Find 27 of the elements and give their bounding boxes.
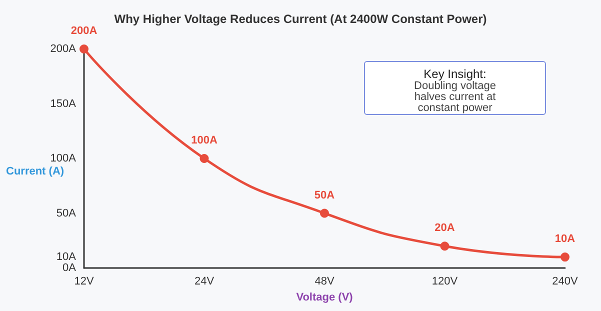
x-axis-title: Voltage (V): [296, 291, 354, 304]
y-tick-label: 50A: [56, 207, 77, 220]
x-tick-label: 24V: [194, 276, 215, 288]
data-label: 50A: [314, 189, 335, 202]
x-tick-label: 12V: [74, 276, 94, 288]
y-tick-label: 150A: [50, 98, 77, 110]
data-label: 100A: [191, 134, 218, 146]
data-label: 20A: [434, 222, 455, 234]
point: [80, 44, 88, 54]
note-box: Key Insight: Doubling voltage halves current at constant power: [364, 61, 546, 115]
annotation: Doubling voltage halves current at constant power: [413, 80, 497, 114]
y-tick-label: 100A: [50, 152, 77, 164]
point: [440, 242, 450, 251]
y-tick-label: 10A: [56, 251, 77, 264]
x-tick-label: 240V: [552, 276, 578, 288]
y-tick-label: 200A: [50, 43, 77, 55]
y-axis-title: Current (A): [6, 166, 64, 178]
y-tick-label: 0A: [62, 262, 77, 274]
point: [320, 208, 329, 218]
x-tick-label: 120V: [432, 276, 458, 288]
data-label: 200A: [70, 25, 98, 37]
data-label: 10A: [554, 233, 576, 246]
x-tick-label: 48V: [314, 276, 335, 288]
chart-title: Why Higher Voltage Reduces Current (At 2400W Constant Power): [114, 12, 487, 26]
annotation: Key Insight:: [422, 67, 488, 81]
point: [560, 252, 570, 262]
point: [200, 154, 209, 163]
